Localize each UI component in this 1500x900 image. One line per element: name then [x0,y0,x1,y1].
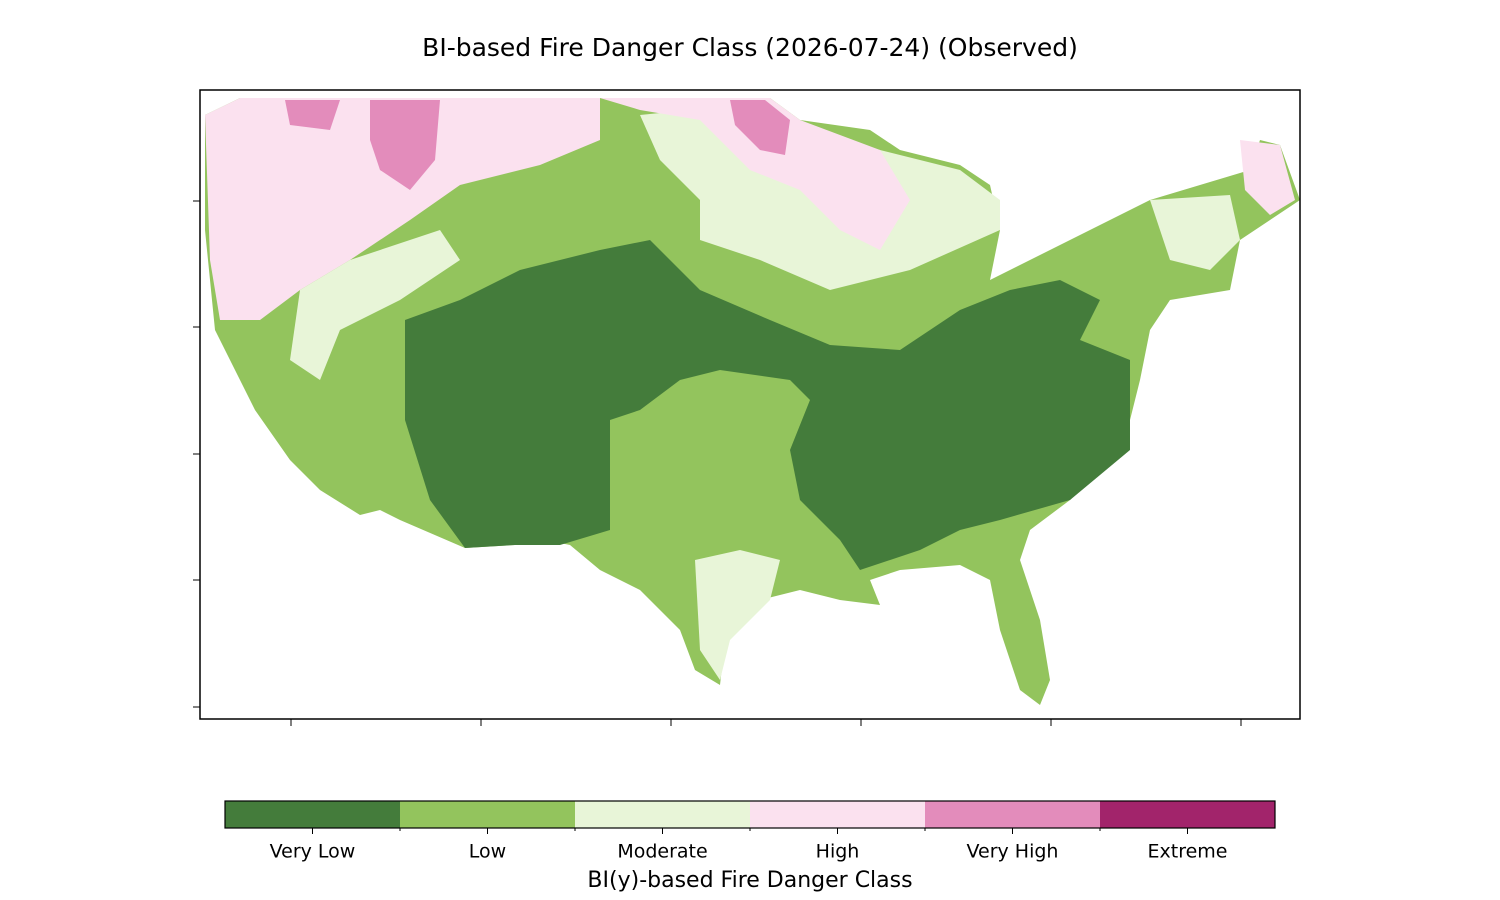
map-title: BI-based Fire Danger Class (2026-07-24) … [422,33,1078,62]
map-frame [199,89,1301,720]
colorbar-label: BI(y)-based Fire Danger Class [587,868,912,893]
colorbar-frame [224,800,1276,829]
colorbar-swatch [925,801,1100,828]
colorbar-class-label: Very High [967,841,1059,863]
colorbar-class-label: Very Low [270,841,356,863]
map [205,98,1300,705]
region [205,98,600,320]
land-region [205,98,1300,705]
region [600,98,910,250]
colorbar-swatch [575,801,750,828]
colorbar-class-label: Moderate [617,841,707,863]
colorbar-class-label: Low [469,841,506,863]
region [285,100,340,130]
region [1150,195,1240,270]
colorbar-class-label: High [816,841,860,863]
colorbar-swatch [225,801,400,828]
region [695,550,780,680]
region [730,100,790,155]
region [290,230,460,380]
colorbar: Very Low Low Moderate High Very High Extreme [224,800,1276,863]
region [1240,140,1295,215]
colorbar-swatch [750,801,925,828]
colorbar-swatch [1100,801,1275,828]
region [405,240,1130,570]
colorbar-class-label: Extreme [1148,841,1228,863]
region [370,100,440,190]
colorbar-swatch [400,801,575,828]
axis-ticks [193,200,1242,726]
